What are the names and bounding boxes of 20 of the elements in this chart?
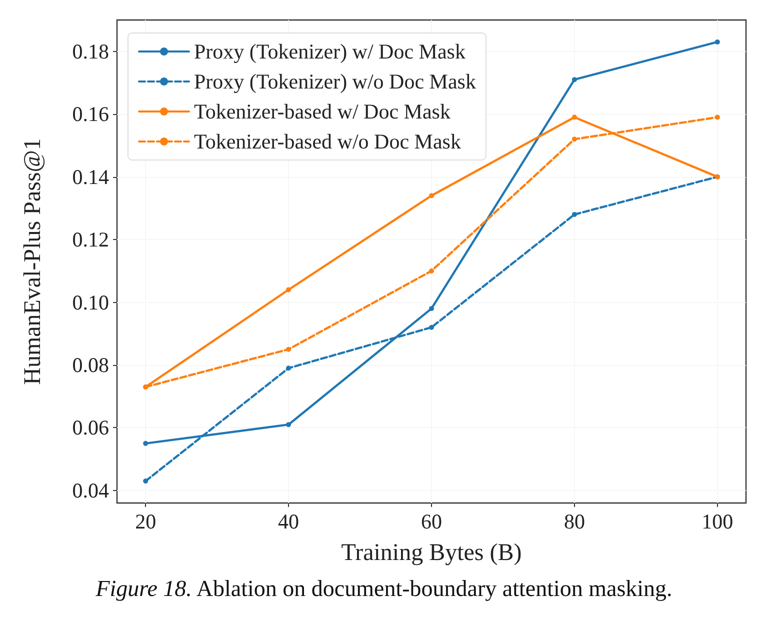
legend-label: Proxy (Tokenizer) w/o Doc Mask: [194, 70, 476, 94]
y-tick-label: 0.08: [72, 353, 109, 377]
x-tick-label: 60: [421, 510, 442, 534]
y-tick-label: 0.04: [72, 478, 110, 502]
y-axis-title: HumanEval-Plus Pass@1: [20, 138, 46, 385]
legend-label: Tokenizer-based w/ Doc Mask: [194, 100, 451, 124]
y-tick-label: 0.10: [72, 290, 109, 314]
x-axis-title: Training Bytes (B): [341, 540, 522, 566]
y-tick-label: 0.14: [72, 164, 110, 189]
x-tick-label: 40: [278, 510, 300, 534]
y-tick-label: 0.12: [72, 228, 109, 252]
x-tick-label: 20: [135, 510, 156, 534]
y-tick-label: 0.18: [72, 39, 109, 64]
legend-label: Proxy (Tokenizer) w/ Doc Mask: [194, 40, 466, 64]
x-tick-label: 100: [702, 510, 734, 534]
caption: Figure 18. Ablation on document-boundary attention masking.: [94, 576, 674, 602]
legend-label: Tokenizer-based w/o Doc Mask: [194, 130, 462, 154]
y-tick-label: 0.06: [72, 416, 109, 440]
x-tick-label: 80: [564, 510, 585, 534]
y-tick-label: 0.16: [72, 102, 109, 126]
